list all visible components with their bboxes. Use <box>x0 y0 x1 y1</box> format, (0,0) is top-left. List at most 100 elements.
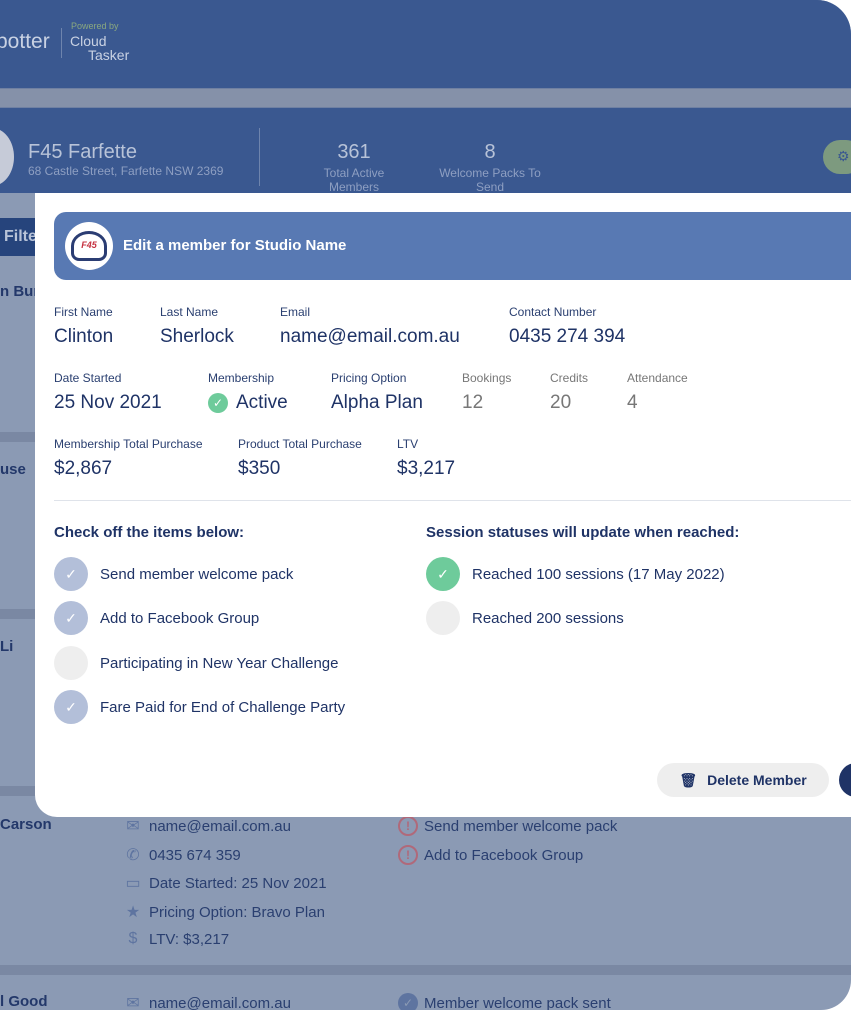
save-button[interactable] <box>839 763 851 797</box>
field-label: Email <box>280 305 311 319</box>
sliders-icon: ⚙ <box>837 148 850 164</box>
checkbox-checked[interactable]: ✓ <box>54 690 88 724</box>
member-name[interactable]: use <box>0 461 26 478</box>
member-email: ✉ name@email.com.au <box>123 993 291 1010</box>
checklist-item[interactable]: Participating in New Year Challenge <box>54 646 338 680</box>
field-label: LTV <box>397 437 419 451</box>
date-started-field[interactable]: Date Started 25 Nov 2021 <box>54 371 162 414</box>
last-name-field[interactable]: Last Name Sherlock <box>160 305 234 348</box>
member-ltv: $ LTV: $3,217 <box>123 930 230 948</box>
powered-by: Powered by <box>71 21 119 31</box>
tasker-text: Tasker <box>88 47 130 63</box>
checklist-label: Participating in New Year Challenge <box>100 654 339 672</box>
membership-total-field: Membership Total Purchase $2,867 <box>54 437 203 480</box>
ltv-text: LTV: $3,217 <box>149 930 230 948</box>
member-name[interactable]: Li <box>0 638 14 655</box>
edit-member-modal: F45 Edit a member for Studio Name First … <box>35 193 851 817</box>
contact-number-field[interactable]: Contact Number 0435 274 394 <box>509 305 625 348</box>
top-header: potter Powered by Cloud Tasker <box>0 0 851 88</box>
session-status: Reached 200 sessions <box>426 601 624 635</box>
divider <box>54 500 851 501</box>
member-email: ✉ name@email.com.au <box>123 816 291 836</box>
checklist-title: Check off the items below: <box>54 524 245 541</box>
checkbox-checked[interactable]: ✓ <box>54 601 88 635</box>
credits-field: Credits 20 <box>550 371 588 414</box>
member-name[interactable]: l Good <box>0 993 48 1010</box>
member-name[interactable]: Carson <box>0 816 52 833</box>
modal-header: F45 Edit a member for Studio Name <box>54 212 851 280</box>
field-label: First Name <box>54 305 113 319</box>
app-logo: potter <box>0 30 50 53</box>
session-reached-icon: ✓ <box>426 557 460 591</box>
email-field[interactable]: Email name@email.com.au <box>280 305 460 348</box>
product-total-field: Product Total Purchase $350 <box>238 437 362 480</box>
todo-item: ! Add to Facebook Group <box>398 845 583 865</box>
field-value[interactable]: Sherlock <box>160 326 234 347</box>
dollar-icon: $ <box>128 930 138 947</box>
stat-value: 361 <box>337 141 371 163</box>
field-value[interactable]: Clinton <box>54 326 114 347</box>
member-phone: ✆ 0435 674 359 <box>123 845 241 865</box>
row-separator <box>0 965 851 975</box>
stat-welcome-packs: 8 Welcome Packs To Send <box>426 141 554 194</box>
field-value: 12 <box>462 392 484 413</box>
stat-value: 8 <box>484 141 496 163</box>
f45-logo-icon: F45 <box>71 231 107 261</box>
modal-title: Edit a member for Studio Name <box>123 237 347 254</box>
field-value: 20 <box>550 392 572 413</box>
field-label: Date Started <box>54 371 122 385</box>
done-item: ✓ Member welcome pack sent <box>398 993 611 1010</box>
nav-band <box>0 88 851 108</box>
field-label: Membership Total Purchase <box>54 437 203 451</box>
studio-logo: F45 <box>65 222 113 270</box>
checklist-label: Add to Facebook Group <box>100 609 260 627</box>
session-status: ✓ Reached 100 sessions (17 May 2022) <box>426 557 725 591</box>
field-value[interactable]: name@email.com.au <box>280 326 460 347</box>
stat-label: Total Active Members <box>323 166 385 194</box>
checklist-item[interactable]: ✓ Send member welcome pack <box>54 557 293 591</box>
session-pending-icon <box>426 601 460 635</box>
checklist-item[interactable]: ✓ Add to Facebook Group <box>54 601 259 635</box>
ltv-field: LTV $3,217 <box>397 437 455 480</box>
field-value[interactable]: 0435 274 394 <box>509 326 626 347</box>
member-date: ▭ Date Started: 25 Nov 2021 <box>123 873 326 893</box>
calendar-icon: ▭ <box>125 875 141 892</box>
checkbox-checked[interactable]: ✓ <box>54 557 88 591</box>
membership-field[interactable]: Membership ✓ Active <box>208 371 288 414</box>
first-name-field[interactable]: First Name Clinton <box>54 305 113 348</box>
email-text: name@email.com.au <box>149 817 291 835</box>
field-value: $350 <box>238 458 281 479</box>
field-value[interactable]: 25 Nov 2021 <box>54 392 162 413</box>
phone-icon: ✆ <box>126 847 140 864</box>
settings-sliders-button[interactable]: ⚙ <box>823 140 851 174</box>
todo-text: Add to Facebook Group <box>424 846 584 864</box>
field-label: Last Name <box>160 305 219 319</box>
todo-item: ! Send member welcome pack <box>398 816 617 836</box>
field-label: Contact Number <box>509 305 597 319</box>
check-circle-icon: ✓ <box>208 393 228 413</box>
phone-text: 0435 674 359 <box>149 846 241 864</box>
field-value[interactable]: Active <box>236 392 288 413</box>
check-circle-icon: ✓ <box>398 993 418 1010</box>
delete-member-button[interactable]: 🗑 Delete Member <box>657 763 829 797</box>
field-label: Product Total Purchase <box>238 437 362 451</box>
checklist-label: Fare Paid for End of Challenge Party <box>100 698 346 716</box>
email-text: name@email.com.au <box>149 994 291 1010</box>
alert-icon: ! <box>398 845 418 865</box>
checklist-label: Send member welcome pack <box>100 565 294 583</box>
studio-bar <box>0 108 851 193</box>
field-label: Membership <box>208 371 275 385</box>
delete-label: Delete Member <box>707 772 807 788</box>
checkbox-unchecked[interactable] <box>54 646 88 680</box>
field-value: $2,867 <box>54 458 113 479</box>
checklist-item[interactable]: ✓ Fare Paid for End of Challenge Party <box>54 690 345 724</box>
done-text: Member welcome pack sent <box>424 994 611 1010</box>
field-value[interactable]: Alpha Plan <box>331 392 423 413</box>
filter-button[interactable]: Filte <box>0 218 40 256</box>
field-value: 4 <box>627 392 638 413</box>
pricing-option-field[interactable]: Pricing Option Alpha Plan <box>331 371 423 414</box>
mail-icon: ✉ <box>126 995 140 1010</box>
studio-avatar <box>0 128 14 186</box>
field-label: Credits <box>550 371 589 385</box>
